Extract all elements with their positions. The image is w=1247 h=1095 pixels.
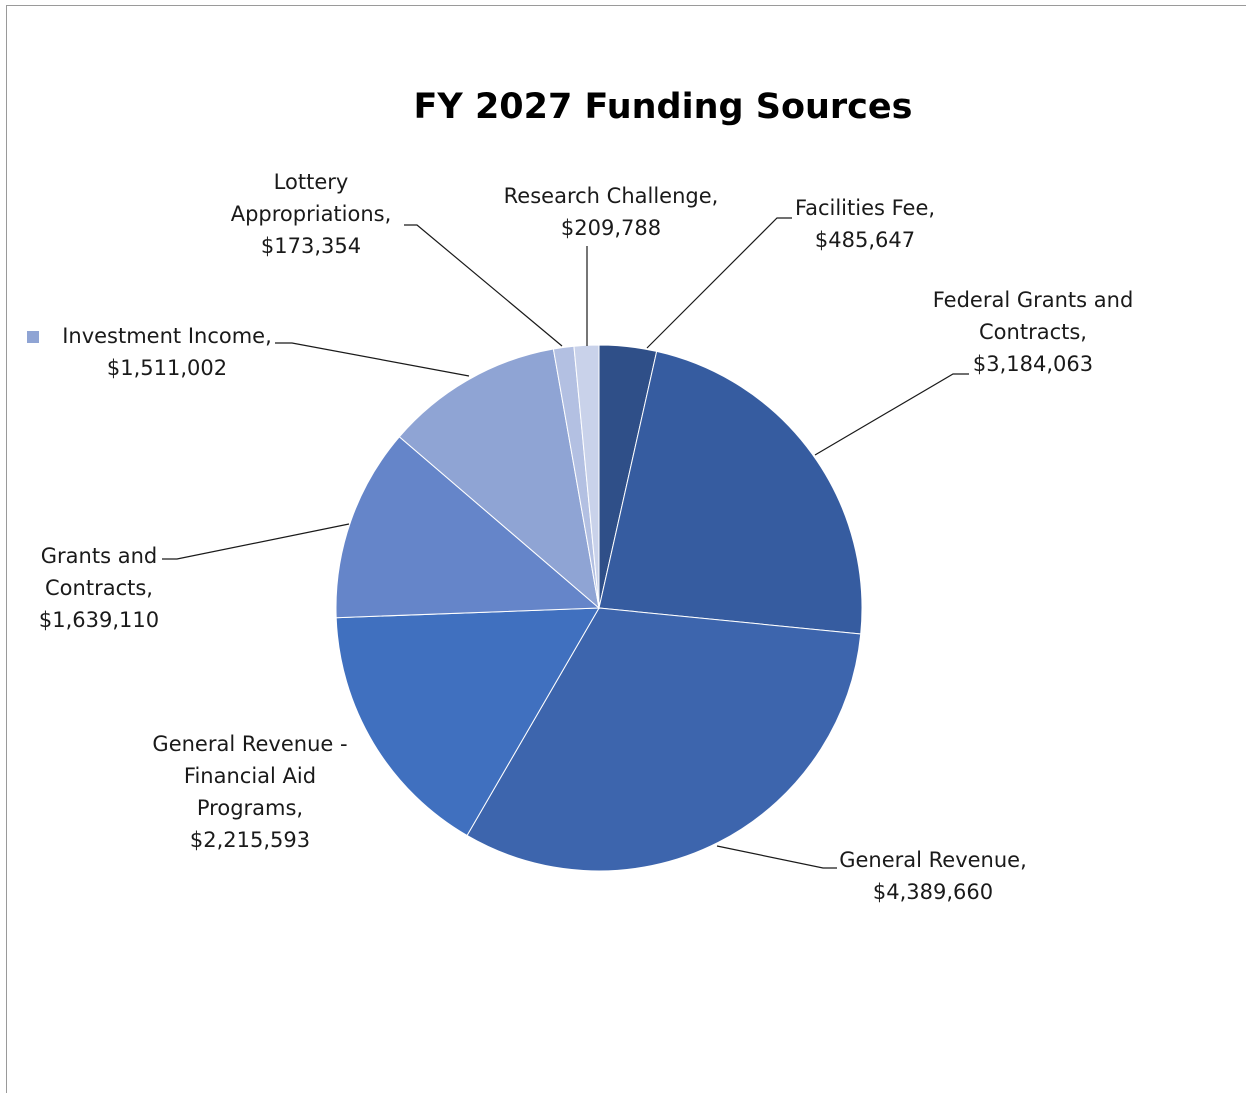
pie-slice-investment-income: [398, 348, 600, 610]
data-label-investment-income: Investment Income, $1,511,002: [62, 324, 272, 380]
pie-slice-federal-grants-and-contracts: [598, 350, 863, 635]
data-label-lottery-appropriations: Lottery Appropriations, $173,354: [231, 170, 392, 258]
pie-slice-general-revenue-financial-aid-programs: [335, 607, 600, 837]
data-label-facilities-fee: Facilities Fee, $485,647: [795, 196, 935, 252]
chart-frame: FY 2027 Funding Sources Facilities Fee, $…: [6, 5, 1246, 1093]
data-label-federal-grants-and-contracts: Federal Grants and Contracts, $3,184,063: [933, 288, 1134, 376]
leader-lines: [162, 217, 969, 869]
leader-line-grants-and-contracts: [162, 523, 350, 560]
chart-title: FY 2027 Funding Sources: [414, 87, 913, 127]
legend-marker-investment-income: [27, 331, 39, 343]
data-label-research-challenge: Research Challenge, $209,788: [504, 184, 719, 240]
pie-slices: [335, 344, 863, 872]
pie-slice-general-revenue: [466, 607, 862, 872]
leader-line-lottery-appropriations: [404, 224, 563, 347]
leader-line-federal-grants-and-contracts: [814, 373, 969, 456]
slice-labels: Facilities Fee, $485,647 Federal Grants an…: [27, 170, 1133, 904]
pie-slice-grants-and-contracts: [335, 436, 601, 619]
pie-chart: FY 2027 Funding Sources Facilities Fee, $…: [27, 87, 1133, 904]
data-label-general-revenue-financial-aid-programs: General Revenue -Financial Aid Programs, $…: [152, 732, 347, 852]
leader-line-general-revenue: [716, 845, 837, 869]
data-label-grants-and-contracts: Grants and Contracts, $1,639,110: [39, 544, 159, 632]
data-label-general-revenue: General Revenue, $4,389,660: [839, 848, 1027, 904]
leader-line-facilities-fee: [646, 217, 792, 349]
leader-line-investment-income: [275, 342, 470, 377]
